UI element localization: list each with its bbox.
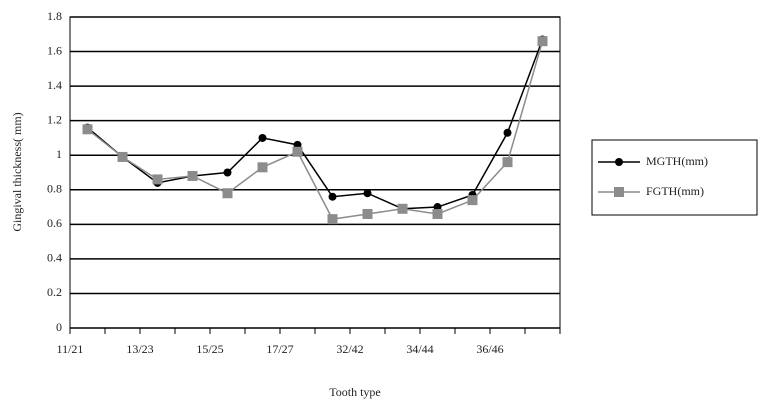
x-tick-label: 36/46 [476, 342, 503, 356]
legend-box [591, 139, 758, 216]
data-point [187, 170, 198, 181]
x-tick-label: 13/23 [126, 342, 153, 356]
y-tick-label: 0.2 [47, 285, 62, 299]
data-point [82, 124, 93, 135]
data-point [223, 168, 232, 177]
x-tick-label: 32/42 [336, 342, 363, 356]
data-point [362, 208, 373, 219]
y-tick-label: 0 [56, 320, 62, 334]
data-point [502, 157, 513, 168]
x-tick-label: 15/25 [196, 342, 223, 356]
data-point [363, 189, 372, 198]
y-tick-label: 1 [56, 147, 62, 161]
x-axis-label: Tooth type [329, 385, 381, 399]
data-point [152, 174, 163, 185]
x-tick-label: 11/21 [57, 342, 84, 356]
data-point [467, 195, 478, 206]
series-line [87, 40, 544, 220]
y-tick-label: 0.4 [47, 251, 62, 265]
data-point [222, 188, 233, 199]
y-tick-label: 0.6 [47, 216, 62, 230]
data-point [292, 146, 303, 157]
y-tick-label: 1.6 [47, 43, 62, 57]
legend-marker [614, 187, 624, 197]
y-tick-label: 0.8 [47, 182, 62, 196]
data-point [328, 192, 337, 201]
legend-label: MGTH(mm) [646, 154, 708, 168]
data-point [258, 133, 267, 142]
data-point [117, 151, 128, 162]
y-tick-label: 1.4 [47, 78, 62, 92]
data-point [397, 203, 408, 214]
legend-marker [615, 158, 623, 166]
y-tick-label: 1.8 [47, 9, 62, 23]
y-tick-label: 1.2 [47, 112, 62, 126]
legend-label: FGTH(mm) [646, 184, 704, 198]
y-axis-label: Gingival thickness( mm) [10, 112, 24, 231]
series-line [87, 39, 544, 210]
data-point [537, 36, 548, 47]
x-tick-label: 34/44 [406, 342, 433, 356]
data-point [257, 162, 268, 173]
data-point [503, 128, 512, 137]
x-tick-label: 17/27 [266, 342, 293, 356]
data-point [432, 208, 443, 219]
data-point [327, 214, 338, 225]
